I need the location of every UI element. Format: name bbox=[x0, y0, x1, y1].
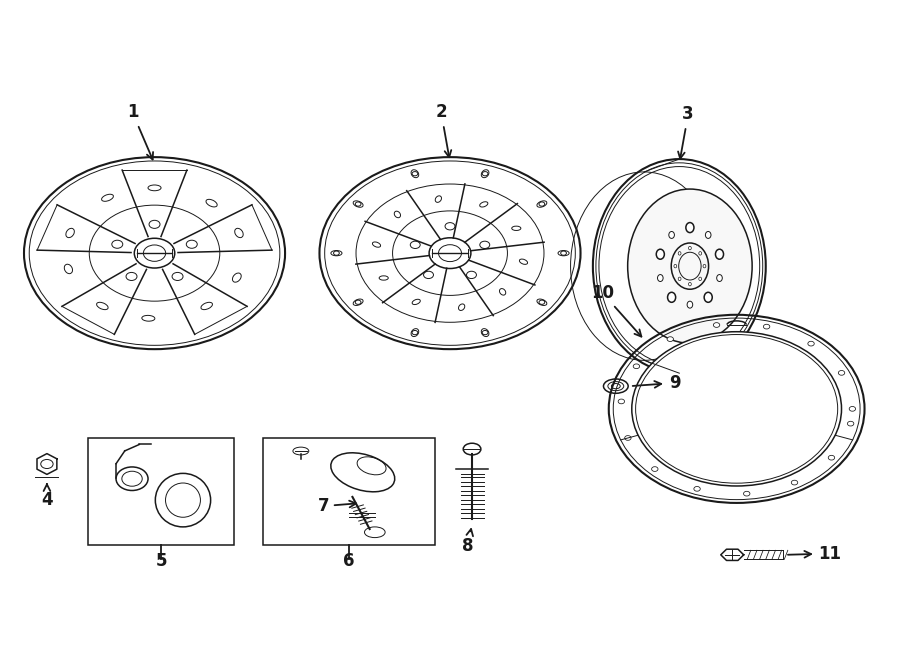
Ellipse shape bbox=[353, 299, 363, 305]
Circle shape bbox=[634, 364, 640, 369]
Ellipse shape bbox=[148, 185, 161, 191]
Ellipse shape bbox=[364, 527, 385, 538]
Ellipse shape bbox=[116, 467, 148, 491]
Ellipse shape bbox=[716, 249, 724, 260]
Circle shape bbox=[172, 273, 183, 281]
Ellipse shape bbox=[704, 293, 712, 303]
Ellipse shape bbox=[373, 242, 381, 247]
Ellipse shape bbox=[411, 328, 418, 336]
Circle shape bbox=[424, 271, 434, 279]
Circle shape bbox=[808, 342, 814, 346]
Ellipse shape bbox=[537, 201, 547, 207]
Text: 10: 10 bbox=[591, 284, 642, 336]
Ellipse shape bbox=[96, 303, 108, 310]
Circle shape bbox=[126, 273, 137, 281]
Circle shape bbox=[480, 241, 490, 248]
Ellipse shape bbox=[480, 202, 488, 207]
Ellipse shape bbox=[331, 250, 342, 256]
Circle shape bbox=[466, 271, 476, 279]
Ellipse shape bbox=[235, 228, 243, 238]
Text: 4: 4 bbox=[41, 485, 53, 510]
Ellipse shape bbox=[64, 264, 73, 273]
Ellipse shape bbox=[206, 199, 217, 207]
Ellipse shape bbox=[436, 196, 442, 203]
Ellipse shape bbox=[379, 276, 388, 280]
Ellipse shape bbox=[604, 379, 628, 393]
Ellipse shape bbox=[716, 275, 723, 281]
Circle shape bbox=[618, 399, 625, 404]
Ellipse shape bbox=[394, 211, 400, 218]
Text: 9: 9 bbox=[633, 374, 680, 392]
Text: 5: 5 bbox=[156, 551, 166, 570]
Ellipse shape bbox=[558, 250, 569, 256]
Circle shape bbox=[763, 324, 769, 329]
Ellipse shape bbox=[706, 232, 711, 238]
Ellipse shape bbox=[411, 169, 418, 177]
Circle shape bbox=[149, 220, 160, 228]
Circle shape bbox=[850, 406, 856, 411]
Ellipse shape bbox=[512, 226, 521, 230]
Circle shape bbox=[714, 322, 720, 328]
Ellipse shape bbox=[656, 249, 664, 260]
Ellipse shape bbox=[232, 273, 241, 282]
Bar bbox=[88, 438, 234, 545]
Bar bbox=[263, 438, 435, 545]
Circle shape bbox=[791, 480, 797, 485]
Ellipse shape bbox=[412, 299, 420, 305]
Ellipse shape bbox=[679, 252, 681, 255]
Ellipse shape bbox=[679, 277, 681, 281]
Ellipse shape bbox=[331, 453, 395, 492]
Circle shape bbox=[112, 240, 122, 248]
Ellipse shape bbox=[627, 189, 752, 343]
Ellipse shape bbox=[698, 252, 702, 255]
Circle shape bbox=[652, 467, 658, 471]
Text: 7: 7 bbox=[318, 497, 356, 515]
Circle shape bbox=[632, 332, 842, 486]
Ellipse shape bbox=[688, 246, 691, 250]
Ellipse shape bbox=[537, 299, 547, 305]
Text: 1: 1 bbox=[127, 103, 153, 160]
Ellipse shape bbox=[500, 289, 506, 295]
Ellipse shape bbox=[668, 293, 676, 303]
Circle shape bbox=[445, 222, 455, 230]
Ellipse shape bbox=[458, 304, 464, 310]
Ellipse shape bbox=[156, 473, 211, 527]
Circle shape bbox=[848, 421, 854, 426]
Ellipse shape bbox=[674, 264, 677, 268]
Ellipse shape bbox=[482, 169, 489, 177]
Circle shape bbox=[838, 371, 845, 375]
Ellipse shape bbox=[703, 264, 706, 268]
Ellipse shape bbox=[201, 303, 212, 310]
Circle shape bbox=[694, 487, 700, 491]
Ellipse shape bbox=[688, 283, 691, 286]
Ellipse shape bbox=[658, 275, 663, 281]
Circle shape bbox=[625, 436, 631, 440]
Ellipse shape bbox=[687, 301, 693, 308]
Circle shape bbox=[667, 337, 673, 342]
Ellipse shape bbox=[353, 201, 363, 207]
Text: 3: 3 bbox=[678, 105, 694, 159]
Ellipse shape bbox=[669, 232, 674, 238]
Text: 2: 2 bbox=[436, 103, 451, 157]
Ellipse shape bbox=[698, 277, 702, 281]
Circle shape bbox=[828, 455, 834, 460]
Ellipse shape bbox=[686, 222, 694, 232]
Ellipse shape bbox=[102, 194, 113, 201]
Circle shape bbox=[186, 240, 197, 248]
Ellipse shape bbox=[482, 328, 489, 336]
Circle shape bbox=[743, 491, 750, 496]
Text: 6: 6 bbox=[343, 551, 355, 570]
Ellipse shape bbox=[66, 228, 75, 238]
Ellipse shape bbox=[519, 259, 527, 264]
Text: 8: 8 bbox=[462, 529, 473, 555]
Circle shape bbox=[410, 241, 420, 248]
Text: 11: 11 bbox=[788, 545, 842, 563]
Ellipse shape bbox=[142, 315, 155, 321]
